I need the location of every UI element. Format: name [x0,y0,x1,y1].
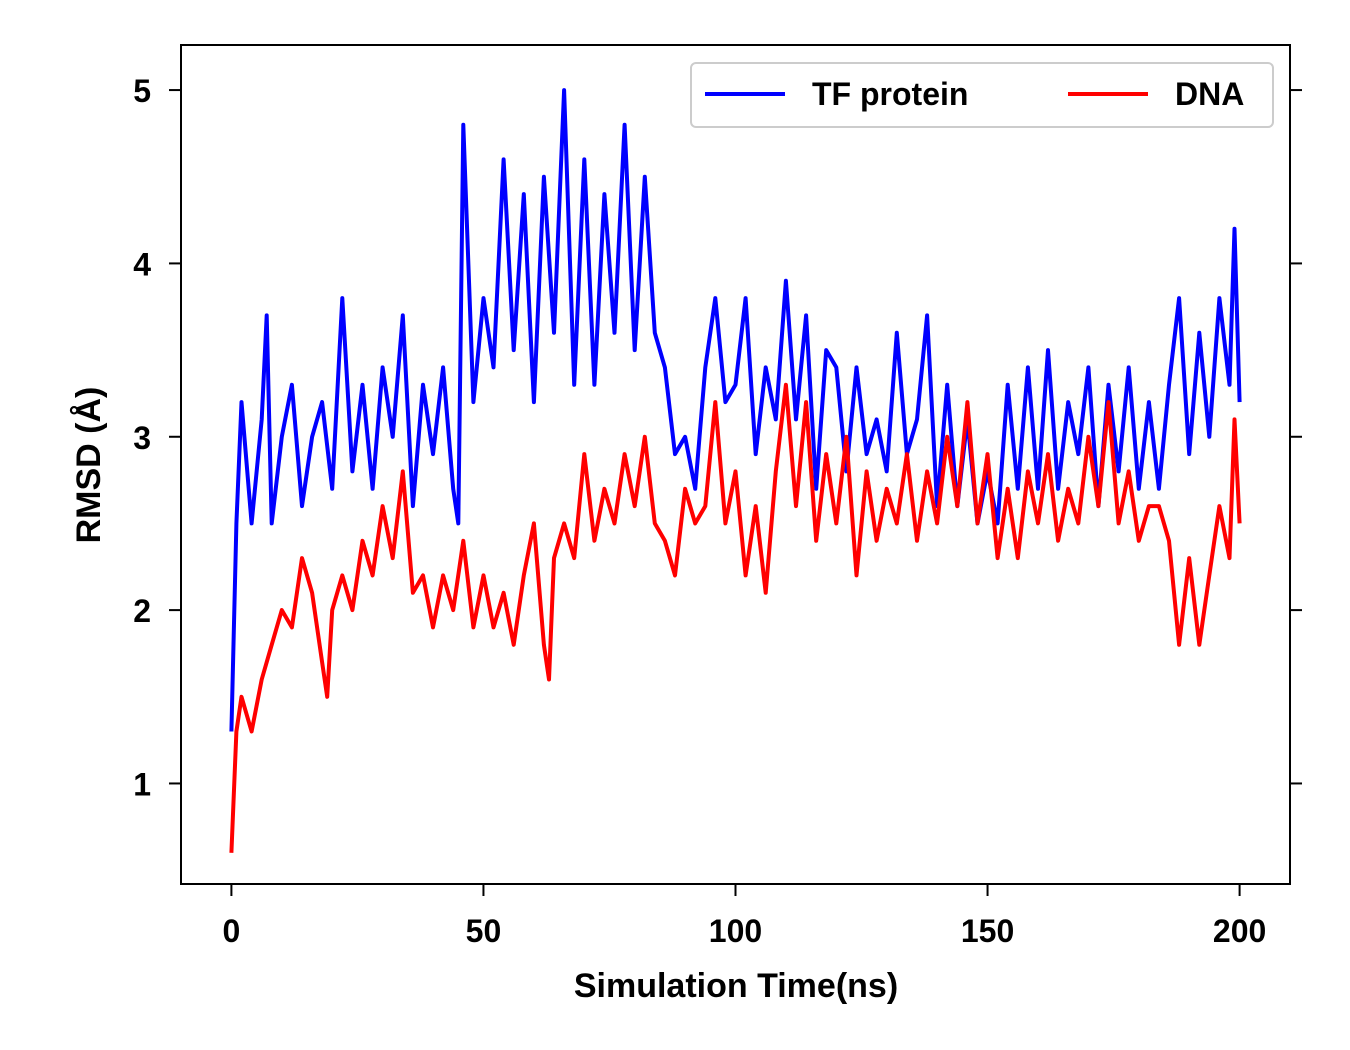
y-tick-label: 3 [133,420,151,456]
legend-label-dna: DNA [1175,76,1244,112]
y-tick-label: 1 [133,766,151,802]
x-tick-label: 100 [709,913,762,949]
series-layer [229,88,1242,853]
series-line-dna [229,382,1242,853]
plot-area [180,44,1291,885]
x-tick-label: 50 [466,913,502,949]
tick-layer: 0 50 100 150 200 1 2 3 4 5 [133,73,1302,949]
y-tick-label: 4 [133,246,151,282]
x-tick-label: 0 [223,913,241,949]
y-tick-label: 5 [133,73,151,109]
x-tick-label: 200 [1213,913,1266,949]
y-axis-title: RMSD (Å) [70,387,108,544]
series-line-tf-protein [229,88,1242,732]
legend-label-tf-protein: TF protein [812,76,968,112]
y-tick-label: 2 [133,593,151,629]
legend: TF protein DNA [690,62,1274,128]
legend-box [690,62,1274,128]
x-axis-title: Simulation Time(ns) [574,967,898,1005]
x-tick-label: 150 [961,913,1014,949]
